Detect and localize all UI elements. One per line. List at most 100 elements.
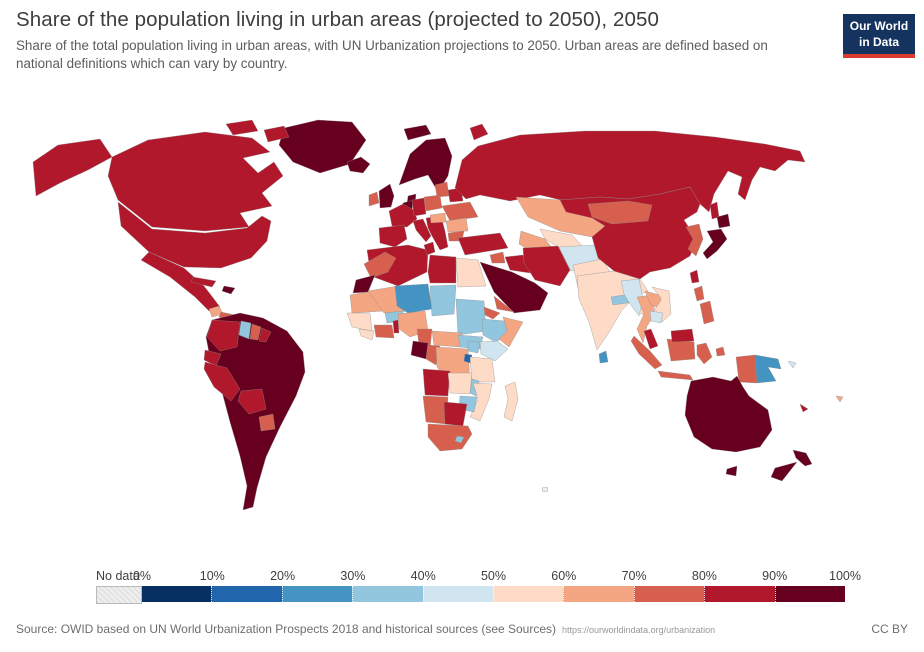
region-canada[interactable] bbox=[107, 131, 284, 232]
region-morocco[interactable] bbox=[363, 251, 397, 279]
region-eritrea[interactable] bbox=[483, 306, 501, 320]
region-japan-honshu[interactable] bbox=[702, 228, 728, 260]
region-ireland[interactable] bbox=[368, 191, 380, 207]
region-scandinavia[interactable] bbox=[398, 137, 453, 193]
region-paraguay[interactable] bbox=[258, 413, 276, 432]
region-guyana[interactable] bbox=[238, 320, 252, 340]
region-malaysia-peninsula[interactable] bbox=[643, 328, 659, 350]
region-new-caledonia[interactable] bbox=[799, 403, 809, 413]
region-colombia[interactable] bbox=[206, 319, 241, 352]
region-yemen[interactable] bbox=[493, 295, 515, 313]
region-turkey[interactable] bbox=[457, 232, 509, 256]
region-hispaniola[interactable] bbox=[221, 285, 236, 295]
owid-logo[interactable]: Our World in Data bbox=[843, 14, 915, 59]
region-madagascar[interactable] bbox=[503, 381, 519, 422]
region-nz-south-island[interactable] bbox=[770, 461, 798, 482]
legend-bucket-swatch[interactable] bbox=[422, 586, 494, 602]
region-svalbard[interactable] bbox=[403, 124, 432, 141]
region-romania[interactable] bbox=[445, 217, 469, 233]
region-nz-north-island[interactable] bbox=[792, 449, 813, 467]
region-australia[interactable] bbox=[684, 375, 773, 453]
region-egypt[interactable] bbox=[455, 257, 487, 288]
region-bolivia[interactable] bbox=[237, 388, 267, 415]
region-france[interactable] bbox=[388, 203, 418, 228]
region-japan-hokkaido[interactable] bbox=[716, 213, 731, 229]
region-iberia[interactable] bbox=[378, 224, 408, 248]
region-kenya[interactable] bbox=[479, 340, 509, 362]
region-taiwan[interactable] bbox=[689, 269, 700, 284]
legend-bucket-swatch[interactable] bbox=[211, 586, 282, 602]
region-senegal-guinea[interactable] bbox=[346, 312, 373, 332]
legend-bucket-swatch[interactable] bbox=[563, 586, 634, 602]
region-alaska[interactable] bbox=[32, 138, 113, 197]
region-canada-arctic-2[interactable] bbox=[263, 125, 290, 143]
region-tanzania[interactable] bbox=[469, 356, 496, 383]
region-mongolia[interactable] bbox=[587, 200, 653, 225]
region-botswana[interactable] bbox=[443, 401, 468, 427]
region-malaysia-borneo[interactable] bbox=[670, 328, 695, 343]
region-tunisia[interactable] bbox=[423, 241, 436, 256]
source-text[interactable]: Source: OWID based on UN World Urbanizat… bbox=[16, 622, 557, 636]
region-gabon[interactable] bbox=[410, 340, 429, 360]
region-uk[interactable] bbox=[378, 183, 395, 209]
region-canada-arctic-1[interactable] bbox=[225, 119, 259, 136]
region-cote-divoire-ghana[interactable] bbox=[373, 324, 395, 339]
region-chad[interactable] bbox=[429, 284, 457, 317]
region-poland[interactable] bbox=[423, 194, 443, 212]
legend-bucket-swatch[interactable] bbox=[633, 586, 705, 602]
region-west-papua[interactable] bbox=[735, 354, 758, 384]
region-hungary[interactable] bbox=[429, 212, 447, 224]
region-sakhalin[interactable] bbox=[709, 201, 720, 220]
region-no-data-islands[interactable] bbox=[541, 486, 549, 493]
region-french-guiana[interactable] bbox=[258, 327, 272, 343]
region-syria[interactable] bbox=[489, 251, 506, 264]
legend-bucket-swatch[interactable] bbox=[142, 586, 212, 602]
region-italy[interactable] bbox=[412, 218, 432, 243]
region-uganda[interactable] bbox=[467, 340, 481, 354]
license-badge[interactable]: CC BY bbox=[871, 622, 908, 636]
region-papua-new-guinea[interactable] bbox=[754, 354, 782, 384]
region-novaya-zemlya[interactable] bbox=[469, 123, 489, 141]
legend-no-data-swatch[interactable] bbox=[96, 586, 142, 604]
region-philippines-mindanao[interactable] bbox=[699, 300, 715, 325]
region-angola[interactable] bbox=[422, 368, 451, 397]
source-link[interactable]: https://ourworldindata.org/urbanization bbox=[562, 625, 716, 635]
region-fiji[interactable] bbox=[835, 395, 844, 403]
region-vietnam[interactable] bbox=[651, 286, 672, 323]
legend-bucket-swatch[interactable] bbox=[281, 586, 353, 602]
region-rwanda-burundi[interactable] bbox=[463, 353, 473, 364]
region-germany[interactable] bbox=[411, 197, 427, 217]
region-solomon-islands[interactable] bbox=[787, 360, 797, 369]
region-libya[interactable] bbox=[427, 254, 457, 284]
legend-bucket-swatch[interactable] bbox=[352, 586, 423, 602]
region-cuba[interactable] bbox=[190, 276, 217, 288]
region-south-africa[interactable] bbox=[427, 423, 473, 452]
region-somalia[interactable] bbox=[498, 316, 524, 348]
region-kalimantan[interactable] bbox=[666, 338, 696, 362]
region-iran[interactable] bbox=[522, 245, 571, 287]
region-peru[interactable] bbox=[203, 361, 241, 402]
region-iceland[interactable] bbox=[346, 156, 371, 174]
region-korea[interactable] bbox=[685, 223, 704, 257]
region-java[interactable] bbox=[657, 370, 694, 381]
region-sudan[interactable] bbox=[455, 298, 487, 336]
region-moluccas[interactable] bbox=[715, 346, 726, 357]
region-lesotho-eswatini[interactable] bbox=[454, 435, 465, 444]
legend-bucket-swatch[interactable] bbox=[704, 586, 775, 602]
region-sri-lanka[interactable] bbox=[598, 350, 609, 364]
region-niger[interactable] bbox=[394, 283, 433, 314]
region-myanmar[interactable] bbox=[620, 278, 644, 317]
region-zambia[interactable] bbox=[447, 372, 473, 395]
region-togo-benin[interactable] bbox=[392, 319, 400, 334]
region-cambodia[interactable] bbox=[649, 310, 664, 324]
legend-bar[interactable] bbox=[142, 586, 846, 602]
region-arabian-peninsula[interactable] bbox=[479, 261, 549, 314]
region-philippines-luzon[interactable] bbox=[693, 285, 705, 302]
legend-bucket-swatch[interactable] bbox=[774, 586, 846, 602]
region-tasmania[interactable] bbox=[725, 465, 738, 477]
region-sulawesi[interactable] bbox=[696, 342, 713, 365]
region-sumatra[interactable] bbox=[630, 335, 663, 370]
region-central-african-republic[interactable] bbox=[431, 330, 463, 348]
region-suriname[interactable] bbox=[249, 323, 262, 341]
legend-bucket-swatch[interactable] bbox=[493, 586, 564, 602]
